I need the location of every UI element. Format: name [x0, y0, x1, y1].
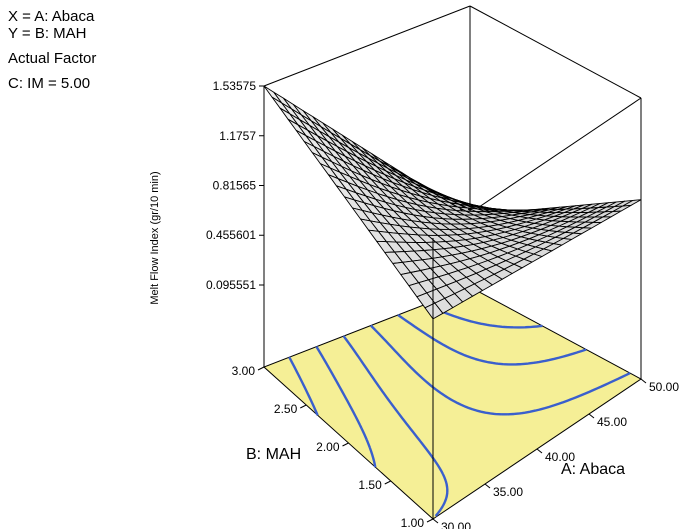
box-edge — [263, 5, 471, 87]
legend-actual-factor-title: Actual Factor — [8, 50, 97, 67]
y-tick-mark — [257, 366, 265, 371]
x-tick-mark — [536, 448, 543, 454]
y-tick-label: 3.00 — [232, 364, 256, 378]
z-tick-label: 1.1757 — [219, 129, 256, 143]
contour-line — [342, 335, 449, 517]
factor-legend: X = A: Abaca Y = B: MAH Actual Factor C:… — [8, 8, 96, 92]
x-tick-mark — [432, 518, 439, 524]
y-axis-label: B: MAH — [246, 446, 301, 463]
x-tick-mark — [588, 413, 595, 419]
y-tick-mark — [300, 404, 307, 409]
x-tick-label: 35.00 — [493, 485, 523, 499]
y-tick-label: 1.50 — [358, 478, 382, 492]
z-axis-label: Melt Flow Index (gr/10 min) — [149, 171, 161, 304]
z-tick-label: 0.095551 — [206, 278, 256, 292]
x-tick-label: 40.00 — [545, 450, 575, 464]
z-tick-label: 0.81565 — [213, 179, 257, 193]
axis-ticks: 0.095551 0.455601 0.81565 1.1757 1.53575 1.00… — [206, 79, 679, 529]
y-tick-mark — [426, 518, 434, 523]
surface-cell — [622, 199, 642, 207]
contour-plane — [263, 286, 642, 520]
bounding-box-front — [263, 238, 434, 519]
x-tick-mark — [640, 378, 647, 384]
contour-line — [397, 313, 587, 366]
contour-line — [369, 324, 631, 416]
z-tick-label: 1.53575 — [213, 79, 257, 93]
contour-floor — [263, 286, 642, 520]
response-surface — [263, 85, 642, 320]
contour-line — [288, 356, 319, 416]
y-tick-mark — [342, 442, 349, 447]
x-tick-mark — [484, 483, 491, 489]
x-tick-label: 45.00 — [597, 415, 627, 429]
legend-x-definition: X = A: Abaca — [8, 8, 95, 25]
x-tick-label: 30.00 — [441, 520, 471, 529]
surface-cell — [263, 85, 283, 104]
y-tick-mark — [384, 480, 391, 485]
y-tick-label: 2.50 — [274, 402, 298, 416]
y-tick-label: 2.00 — [316, 440, 340, 454]
z-tick-label: 0.455601 — [206, 228, 256, 242]
x-axis-label: A: Abaca — [561, 461, 625, 478]
legend-actual-factor-value: C: IM = 5.00 — [8, 75, 91, 92]
x-tick-label: 50.00 — [649, 380, 679, 394]
y-tick-label: 1.00 — [401, 516, 425, 529]
legend-y-definition: Y = B: MAH — [8, 25, 87, 42]
contour-line — [315, 346, 377, 468]
box-edge — [469, 5, 642, 99]
